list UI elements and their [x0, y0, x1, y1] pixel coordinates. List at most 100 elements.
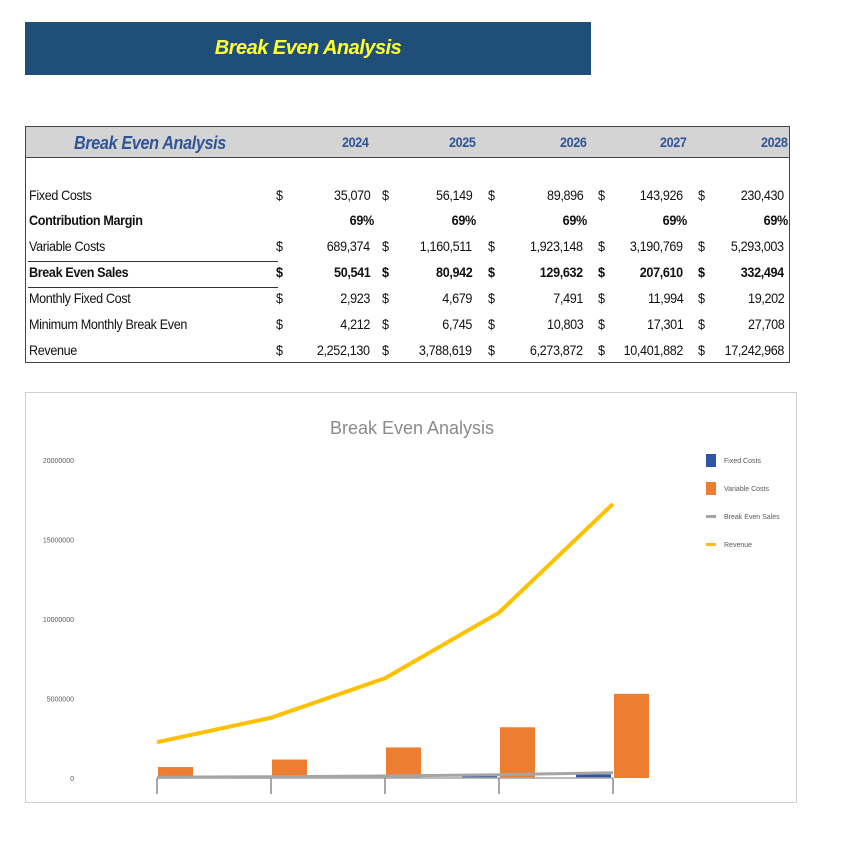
table-cell: 80,942 [435, 264, 473, 280]
currency-symbol: $ [698, 187, 705, 203]
currency-symbol: $ [598, 264, 605, 280]
table-cell: 69% [763, 212, 789, 228]
table-cell: 129,632 [539, 264, 583, 280]
fixed-costs-bar [576, 774, 611, 778]
table-cell: 89,896 [546, 187, 584, 203]
row-divider [28, 287, 278, 288]
table-cell: 143,926 [639, 187, 683, 203]
currency-symbol: $ [382, 238, 389, 254]
table-cell: 27,708 [747, 316, 785, 332]
legend-swatch-3 [706, 543, 716, 546]
currency-symbol: $ [276, 264, 283, 280]
row-label: Variable Costs [29, 238, 105, 254]
table-cell: 69% [562, 212, 588, 228]
table-cell: 17,242,968 [724, 342, 785, 358]
currency-symbol: $ [382, 264, 389, 280]
table-cell: 1,923,148 [530, 238, 583, 254]
currency-symbol: $ [488, 316, 495, 332]
table-cell: 69% [349, 212, 375, 228]
currency-symbol: $ [488, 264, 495, 280]
legend-swatch-0 [706, 454, 716, 467]
table-cell: 17,301 [646, 316, 684, 332]
table-cell: 4,212 [340, 316, 370, 332]
currency-symbol: $ [488, 290, 495, 306]
table-header: Break Even Analysis 2024 2025 2026 2027 2028 [26, 127, 789, 158]
table-cell: 332,494 [740, 264, 784, 280]
table-cell: 1,160,511 [420, 238, 472, 254]
table-cell: 207,610 [639, 264, 683, 280]
currency-symbol: $ [382, 342, 389, 358]
currency-symbol: $ [276, 342, 283, 358]
currency-symbol: $ [382, 187, 389, 203]
currency-symbol: $ [598, 187, 605, 203]
table-cell: 3,788,619 [419, 342, 472, 358]
table-title: Break Even Analysis [74, 133, 226, 153]
table-cell: 2,252,130 [317, 342, 370, 358]
year-header-2025: 2025 [449, 134, 476, 150]
y-tick-label: 10000000 [43, 617, 74, 624]
row-label: Contribution Margin [29, 212, 143, 228]
legend-swatch-1 [706, 482, 716, 495]
table-cell: 3,190,769 [630, 238, 683, 254]
currency-symbol: $ [698, 238, 705, 254]
year-header-2026: 2026 [560, 134, 587, 150]
table-cell: 19,202 [747, 290, 785, 306]
title-banner: Break Even Analysis [25, 22, 591, 75]
row-divider [28, 261, 278, 262]
currency-symbol: $ [598, 290, 605, 306]
table-cell: 230,430 [740, 187, 784, 203]
revenue-line [156, 502, 615, 745]
table-cell: 69% [662, 212, 688, 228]
table-cell: 50,541 [333, 264, 371, 280]
currency-symbol: $ [488, 238, 495, 254]
table-cell: 4,679 [442, 290, 472, 306]
year-header-2028: 2028 [761, 134, 788, 150]
currency-symbol: $ [488, 187, 495, 203]
currency-symbol: $ [698, 316, 705, 332]
table-cell: 7,491 [553, 290, 583, 306]
chart-title: Break Even Analysis [330, 418, 494, 438]
table-cell: 689,374 [326, 238, 370, 254]
currency-symbol: $ [276, 316, 283, 332]
row-label: Monthly Fixed Cost [29, 290, 131, 306]
variable-costs-bar [386, 747, 421, 778]
table-cell: 10,803 [546, 316, 584, 332]
currency-symbol: $ [276, 238, 283, 254]
currency-symbol: $ [698, 342, 705, 358]
currency-symbol: $ [382, 290, 389, 306]
break-even-sales-line [156, 771, 614, 779]
table-cell: 35,070 [333, 187, 371, 203]
currency-symbol: $ [598, 342, 605, 358]
y-tick-label: 20000000 [43, 458, 74, 465]
table-cell: 6,273,872 [530, 342, 583, 358]
row-label: Fixed Costs [29, 187, 92, 203]
variable-costs-bar [272, 759, 307, 778]
variable-costs-bar [158, 767, 193, 778]
chart-svg: Break Even Analysis 0 5000000 10000000 1500… [43, 418, 780, 794]
legend-swatch-2 [706, 515, 716, 518]
year-header-2024: 2024 [342, 134, 369, 150]
legend-label: Variable Costs [724, 486, 770, 493]
table-cell: 6,745 [442, 316, 472, 332]
table-cell: 5,293,003 [731, 238, 784, 254]
year-header-2027: 2027 [660, 134, 687, 150]
y-tick-label: 0 [70, 776, 74, 783]
currency-symbol: $ [698, 264, 705, 280]
table-cell: 69% [451, 212, 477, 228]
row-label: Revenue [29, 342, 77, 358]
legend-label: Fixed Costs [724, 458, 761, 465]
currency-symbol: $ [276, 290, 283, 306]
currency-symbol: $ [382, 316, 389, 332]
currency-symbol: $ [698, 290, 705, 306]
table-cell: 11,994 [647, 290, 684, 306]
currency-symbol: $ [598, 238, 605, 254]
y-tick-label: 5000000 [47, 697, 74, 704]
currency-symbol: $ [276, 187, 283, 203]
row-label: Break Even Sales [29, 264, 129, 280]
table-cell: 10,401,882 [623, 342, 684, 358]
currency-symbol: $ [598, 316, 605, 332]
legend-label: Break Even Sales [724, 514, 780, 521]
banner-title: Break Even Analysis [214, 37, 402, 59]
currency-symbol: $ [488, 342, 495, 358]
break-even-table: Break Even Analysis 2024 2025 2026 2027 2028… [25, 126, 790, 363]
